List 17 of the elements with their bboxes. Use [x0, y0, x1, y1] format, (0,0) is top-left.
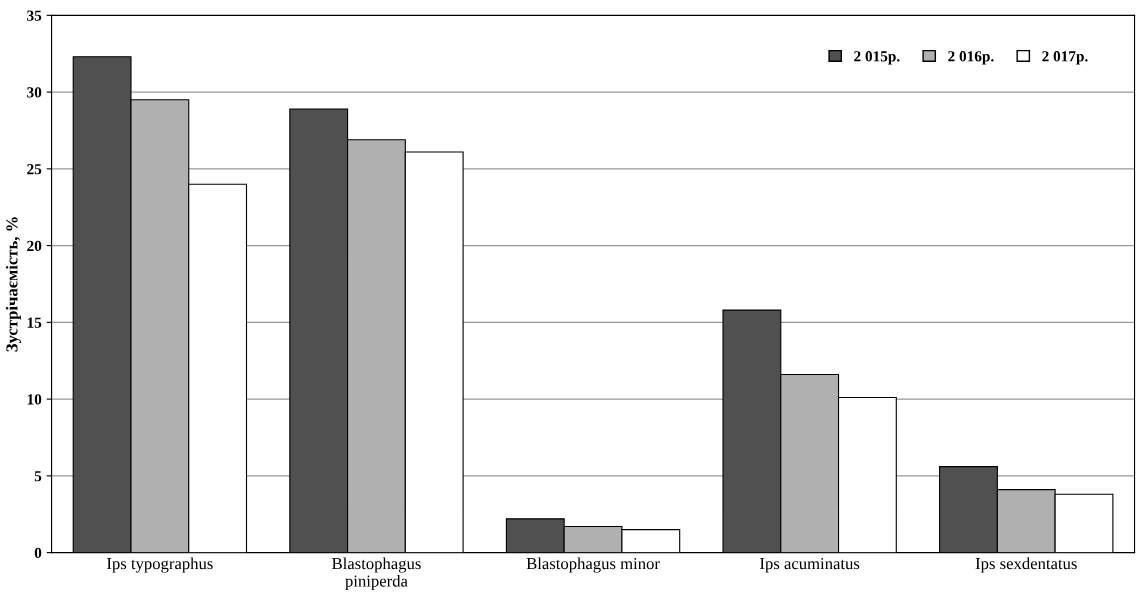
legend-label: 2 017р. [1042, 51, 1088, 65]
y-tick-label: 20 [27, 240, 42, 252]
legend-label: 2 015р. [854, 51, 900, 65]
y-tick-label: 0 [34, 547, 42, 559]
y-axis-title: Зустрічаємість, % [5, 217, 22, 352]
x-tick-label: Blastophagus piniperda [332, 557, 421, 591]
y-tick-label: 15 [27, 317, 42, 328]
y-tick-label: 35 [27, 10, 42, 21]
y-tick-label: 5 [34, 471, 42, 482]
x-tick-label: Ips sexdentatus [975, 557, 1077, 573]
x-tick-label: Ips acuminatus [760, 557, 860, 573]
x-tick-label: Blastophagus minor [526, 557, 660, 573]
y-tick-label: 30 [27, 87, 42, 98]
legend-label: 2 016р. [948, 51, 994, 65]
y-tick-label: 10 [27, 394, 42, 405]
x-tick-label: Ips typographus [107, 557, 213, 573]
y-tick-label: 25 [27, 164, 42, 175]
